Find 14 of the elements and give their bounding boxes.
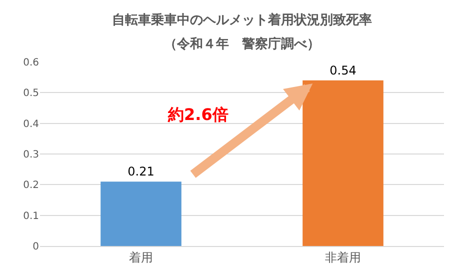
chart-title: 自転車乗車中のヘルメット着用状況別致死率 [112, 12, 372, 28]
y-tick-label: 0 [32, 242, 39, 252]
x-tick-label: 非着用 [325, 250, 361, 264]
y-tick-label: 0.1 [23, 210, 39, 222]
data-label: 0.21 [128, 164, 154, 179]
y-tick-label: 0.4 [23, 118, 39, 130]
x-tick-label: 着用 [129, 250, 153, 264]
y-tick-label: 0.5 [23, 88, 39, 100]
chart-subtitle: （令和４年 警察庁調べ） [164, 36, 320, 52]
y-tick-label: 0.2 [23, 180, 39, 192]
annotation: 約2.6倍 [167, 105, 228, 124]
data-label: 0.54 [330, 63, 356, 78]
y-tick-label: 0.3 [23, 150, 39, 160]
y-tick-label: 0.6 [23, 58, 39, 68]
